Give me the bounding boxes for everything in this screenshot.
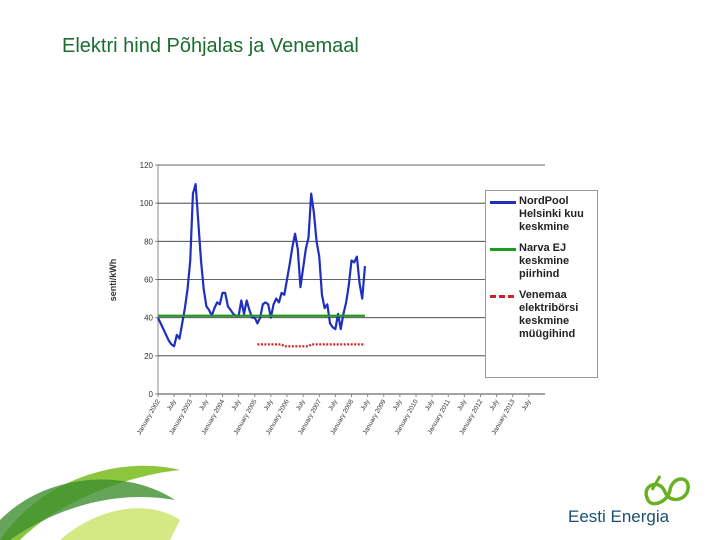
y-tick-label: 100 [140, 199, 154, 208]
legend-item: Narva EJ keskmine piirhind [490, 242, 593, 281]
x-tick-label: July [231, 398, 243, 412]
y-tick-label: 40 [144, 314, 153, 323]
x-tick-label: January 2002 [136, 398, 162, 436]
x-tick-label: July [489, 398, 501, 412]
y-tick-label: 0 [149, 390, 154, 399]
legend-swatch [490, 201, 516, 204]
legend-label: Narva EJ keskmine piirhind [519, 242, 570, 280]
x-tick-label: July [263, 398, 275, 412]
x-tick-label: July [360, 398, 372, 412]
logo [644, 475, 690, 506]
legend-item: NordPool Helsinki kuu keskmine [490, 195, 593, 234]
x-tick-label: July [456, 398, 468, 412]
y-tick-label: 60 [144, 276, 153, 285]
x-tick-label: July [198, 398, 210, 412]
x-tick-label: July [392, 398, 404, 412]
x-tick-label: July [521, 398, 533, 412]
y-tick-label: 80 [144, 237, 153, 246]
y-axis-label: senti/kWh [108, 259, 118, 302]
legend-swatch [490, 248, 516, 251]
x-tick-label: July [424, 398, 436, 412]
y-tick-label: 120 [140, 161, 154, 170]
legend: NordPool Helsinki kuu keskmine Narva EJ k… [485, 190, 598, 378]
legend-label: Venemaa elektribörsi keskmine müügihind [519, 289, 579, 340]
x-tick-label: July [327, 398, 339, 412]
legend-label: NordPool Helsinki kuu keskmine [519, 195, 584, 233]
decoration [0, 465, 180, 540]
series-line [257, 343, 365, 348]
legend-item: Venemaa elektribörsi keskmine müügihind [490, 289, 593, 341]
legend-swatch [490, 295, 516, 298]
logo-text: Eesti Energia [568, 507, 670, 526]
slide-title: Elektri hind Põhjalas ja Venemaal [62, 35, 359, 57]
series-line [157, 182, 367, 348]
x-tick-label: July [166, 398, 178, 412]
x-tick-label: July [295, 398, 307, 412]
y-tick-label: 20 [144, 352, 153, 361]
